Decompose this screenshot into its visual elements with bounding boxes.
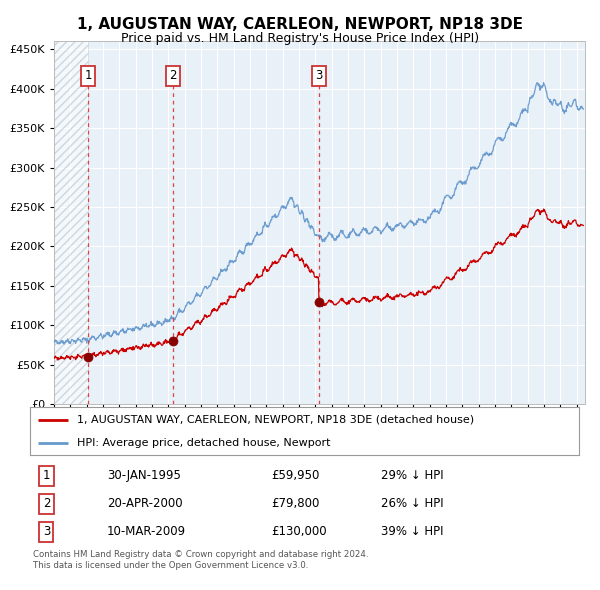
Text: 3: 3 (315, 69, 322, 82)
Text: £79,800: £79,800 (272, 497, 320, 510)
Text: 1: 1 (43, 470, 50, 483)
Text: £130,000: £130,000 (272, 525, 327, 538)
Text: 30-JAN-1995: 30-JAN-1995 (107, 470, 181, 483)
Text: 29% ↓ HPI: 29% ↓ HPI (382, 470, 444, 483)
Text: 39% ↓ HPI: 39% ↓ HPI (382, 525, 444, 538)
Text: 10-MAR-2009: 10-MAR-2009 (107, 525, 186, 538)
Text: 20-APR-2000: 20-APR-2000 (107, 497, 182, 510)
Text: HPI: Average price, detached house, Newport: HPI: Average price, detached house, Newp… (77, 438, 330, 448)
Text: Contains HM Land Registry data © Crown copyright and database right 2024.: Contains HM Land Registry data © Crown c… (33, 550, 368, 559)
Text: This data is licensed under the Open Government Licence v3.0.: This data is licensed under the Open Gov… (33, 560, 308, 569)
Text: 1: 1 (84, 69, 92, 82)
Text: 2: 2 (43, 497, 50, 510)
Text: 1, AUGUSTAN WAY, CAERLEON, NEWPORT, NP18 3DE (detached house): 1, AUGUSTAN WAY, CAERLEON, NEWPORT, NP18… (77, 415, 474, 425)
Text: 2: 2 (170, 69, 177, 82)
Text: Price paid vs. HM Land Registry's House Price Index (HPI): Price paid vs. HM Land Registry's House … (121, 32, 479, 45)
Text: 3: 3 (43, 525, 50, 538)
Text: 1, AUGUSTAN WAY, CAERLEON, NEWPORT, NP18 3DE: 1, AUGUSTAN WAY, CAERLEON, NEWPORT, NP18… (77, 17, 523, 31)
Text: £59,950: £59,950 (272, 470, 320, 483)
Text: 26% ↓ HPI: 26% ↓ HPI (382, 497, 444, 510)
